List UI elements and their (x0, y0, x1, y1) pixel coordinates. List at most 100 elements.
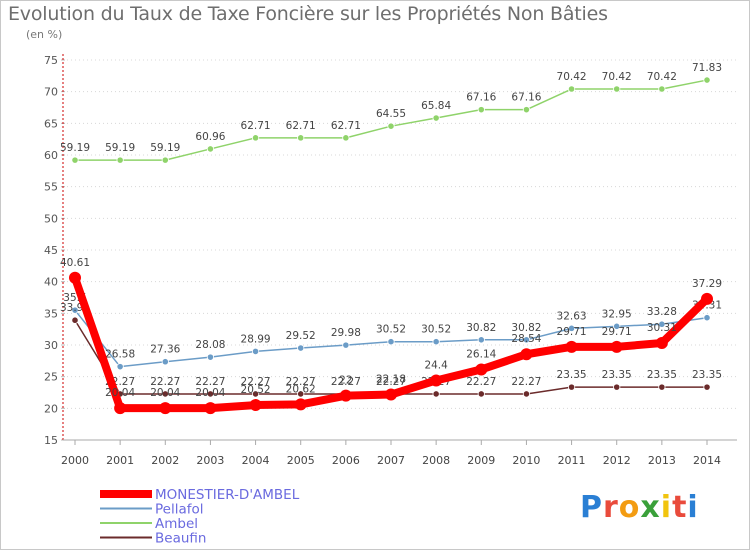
x-tick-label: 2007 (377, 454, 405, 467)
data-label: 20.04 (150, 387, 180, 399)
data-label: 59.19 (105, 142, 135, 154)
data-point (206, 390, 215, 398)
data-point (69, 271, 81, 284)
data-point (71, 156, 79, 164)
data-point (251, 134, 260, 142)
data-label: 23.35 (602, 369, 632, 381)
data-label: 22.27 (376, 376, 406, 388)
data-point (522, 336, 531, 344)
data-label: 24.4 (424, 359, 448, 371)
data-point (658, 320, 666, 328)
data-label: 33.28 (647, 306, 677, 318)
y-tick-label: 70 (44, 86, 58, 99)
data-label: 26.58 (105, 349, 135, 361)
data-label: 59.19 (60, 142, 90, 154)
data-label: 32.63 (557, 310, 587, 322)
x-tick-label: 2003 (196, 454, 224, 467)
x-tick-label: 2001 (106, 454, 134, 467)
data-point (432, 114, 440, 122)
logo-letter: t (672, 490, 688, 525)
data-label: 71.83 (692, 62, 722, 74)
data-point (477, 106, 485, 114)
y-tick-label: 65 (44, 117, 58, 130)
data-point (610, 340, 623, 353)
x-tick-label: 2006 (332, 454, 360, 467)
data-label: 28.54 (511, 333, 541, 345)
data-label: 60.96 (195, 131, 225, 143)
data-point (339, 389, 352, 402)
data-label: 20.52 (241, 384, 271, 396)
data-point (522, 106, 531, 114)
logo-letter: i (687, 490, 699, 525)
data-point (116, 156, 124, 164)
data-point (613, 322, 621, 330)
data-label: 26.14 (466, 348, 496, 360)
data-label: 30.82 (511, 322, 541, 334)
data-point (703, 76, 711, 84)
data-label: 22.27 (331, 376, 361, 388)
data-point (206, 353, 215, 361)
data-point (387, 122, 395, 130)
y-tick-label: 60 (44, 149, 58, 162)
logo-letter: i (660, 490, 673, 525)
data-label: 67.16 (511, 92, 541, 104)
data-point (161, 358, 169, 366)
data-point (206, 145, 215, 153)
data-label: 22 (339, 375, 352, 387)
legend-label: Ambel (155, 516, 198, 532)
data-point (294, 398, 307, 411)
legend-label: Pellafol (155, 502, 204, 518)
y-tick-label: 20 (44, 402, 58, 415)
y-tick-label: 45 (44, 244, 58, 257)
data-label: 29.52 (286, 330, 316, 342)
data-point (565, 340, 578, 353)
data-label: 67.16 (466, 92, 496, 104)
data-label: 29.98 (331, 327, 361, 339)
data-point (658, 383, 666, 391)
data-label: 22.18 (376, 374, 406, 386)
data-point (475, 363, 488, 376)
x-tick-label: 2004 (242, 454, 270, 467)
data-point (71, 316, 79, 324)
data-point (613, 383, 621, 391)
data-point (251, 347, 260, 355)
data-label: 30.52 (376, 324, 406, 336)
data-label: 40.61 (60, 257, 90, 269)
data-label: 22.27 (511, 376, 541, 388)
data-label: 62.71 (331, 120, 361, 132)
data-point (655, 337, 668, 350)
data-label: 22.27 (241, 376, 271, 388)
data-point (658, 85, 666, 93)
data-label: 28.08 (195, 339, 225, 351)
data-label: 23.35 (692, 369, 722, 381)
data-label: 20.04 (105, 387, 135, 399)
data-point (249, 399, 262, 412)
data-point (432, 338, 440, 346)
data-label: 65.84 (421, 100, 451, 112)
data-point (159, 402, 172, 415)
data-point (703, 383, 711, 391)
data-label: 29.71 (557, 326, 587, 338)
data-label: 20.04 (195, 387, 225, 399)
data-label: 29.71 (602, 326, 632, 338)
data-label: 59.19 (150, 142, 180, 154)
x-tick-label: 2014 (693, 454, 721, 467)
y-tick-label: 30 (44, 339, 58, 352)
x-tick-label: 2009 (467, 454, 495, 467)
data-point (297, 390, 305, 398)
data-label: 37.29 (692, 278, 722, 290)
logo-letter: x (640, 490, 661, 525)
y-tick-label: 35 (44, 307, 58, 320)
data-label: 30.31 (647, 322, 677, 334)
data-label: 22.27 (466, 376, 496, 388)
data-point (251, 390, 260, 398)
y-tick-label: 40 (44, 276, 58, 289)
y-tick-label: 15 (44, 434, 58, 447)
proxiti-logo: Proxiti (580, 490, 699, 525)
data-label: 28.99 (241, 333, 271, 345)
y-tick-label: 55 (44, 181, 58, 194)
data-label: 22.27 (286, 376, 316, 388)
y-tick-label: 25 (44, 371, 58, 384)
data-point (297, 344, 305, 352)
